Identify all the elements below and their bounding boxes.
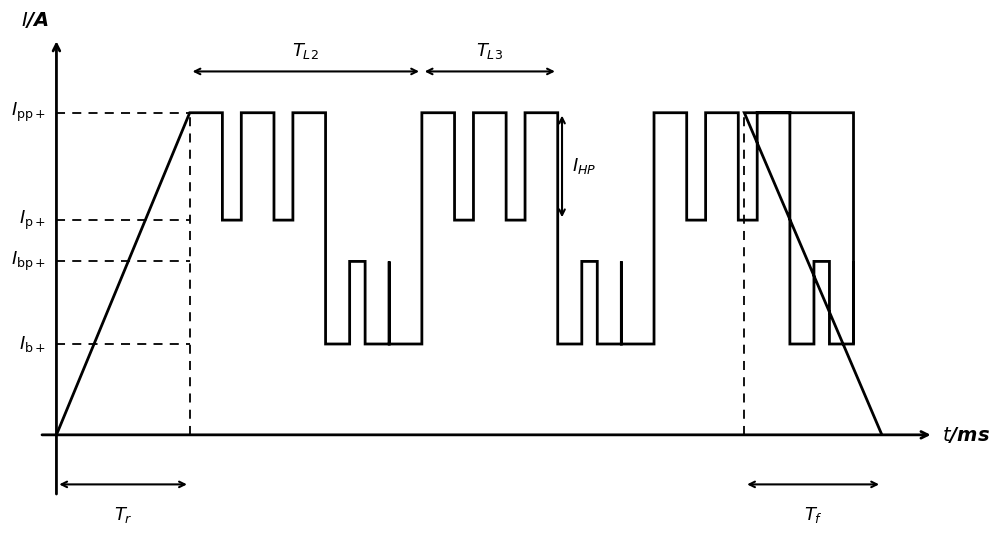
Text: $I$/A: $I$/A [21,10,50,30]
Text: $T_{L2}$: $T_{L2}$ [292,41,319,61]
Text: $I_{HP}$: $I_{HP}$ [572,157,597,176]
Text: $I_{\rm bp+}$: $I_{\rm bp+}$ [11,250,46,273]
Text: $T_r$: $T_r$ [114,505,132,525]
Text: $t$/ms: $t$/ms [942,425,990,445]
Text: $T_{L3}$: $T_{L3}$ [476,41,503,61]
Text: $I_{\rm p+}$: $I_{\rm p+}$ [19,209,46,232]
Text: $T_f$: $T_f$ [804,505,823,525]
Text: $I_{\rm b+}$: $I_{\rm b+}$ [19,334,46,354]
Text: $I_{\rm pp+}$: $I_{\rm pp+}$ [11,101,46,124]
